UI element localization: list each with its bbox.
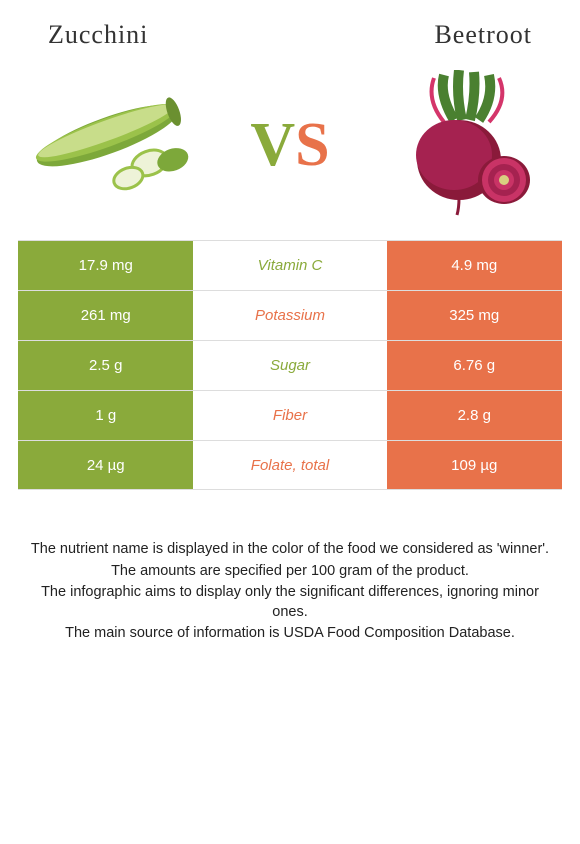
footer-line-1: The nutrient name is displayed in the co… [28,540,552,560]
vs-label: VS [250,110,329,181]
nutrient-row: 1 gFiber2.8 g [18,390,562,440]
nutrient-right-value: 6.76 g [387,341,562,390]
left-food-title: Zucchini [48,20,148,50]
nutrient-right-value: 325 mg [387,291,562,340]
nutrient-label: Folate, total [193,441,386,489]
vs-s-letter: S [295,111,329,179]
vs-v-letter: V [250,111,295,179]
nutrient-table: 17.9 mgVitamin C4.9 mg261 mgPotassium325… [18,240,562,490]
zucchini-image [23,75,198,215]
images-row: VS [18,65,562,240]
nutrient-label: Vitamin C [193,241,386,290]
nutrient-right-value: 109 µg [387,441,562,489]
beetroot-image [382,75,557,215]
nutrient-right-value: 4.9 mg [387,241,562,290]
nutrient-label: Potassium [193,291,386,340]
footer-notes: The nutrient name is displayed in the co… [18,490,562,644]
nutrient-left-value: 2.5 g [18,341,193,390]
footer-line-2: The amounts are specified per 100 gram o… [28,562,552,582]
nutrient-right-value: 2.8 g [387,391,562,440]
right-food-title: Beetroot [434,20,532,50]
nutrient-row: 24 µgFolate, total109 µg [18,440,562,490]
nutrient-label: Sugar [193,341,386,390]
nutrient-row: 17.9 mgVitamin C4.9 mg [18,240,562,290]
nutrient-left-value: 1 g [18,391,193,440]
nutrient-row: 261 mgPotassium325 mg [18,290,562,340]
nutrient-label: Fiber [193,391,386,440]
footer-line-3: The infographic aims to display only the… [28,583,552,622]
nutrient-row: 2.5 gSugar6.76 g [18,340,562,390]
nutrient-left-value: 261 mg [18,291,193,340]
nutrient-left-value: 24 µg [18,441,193,489]
footer-line-4: The main source of information is USDA F… [28,624,552,644]
header: Zucchini Beetroot [18,20,562,65]
nutrient-left-value: 17.9 mg [18,241,193,290]
